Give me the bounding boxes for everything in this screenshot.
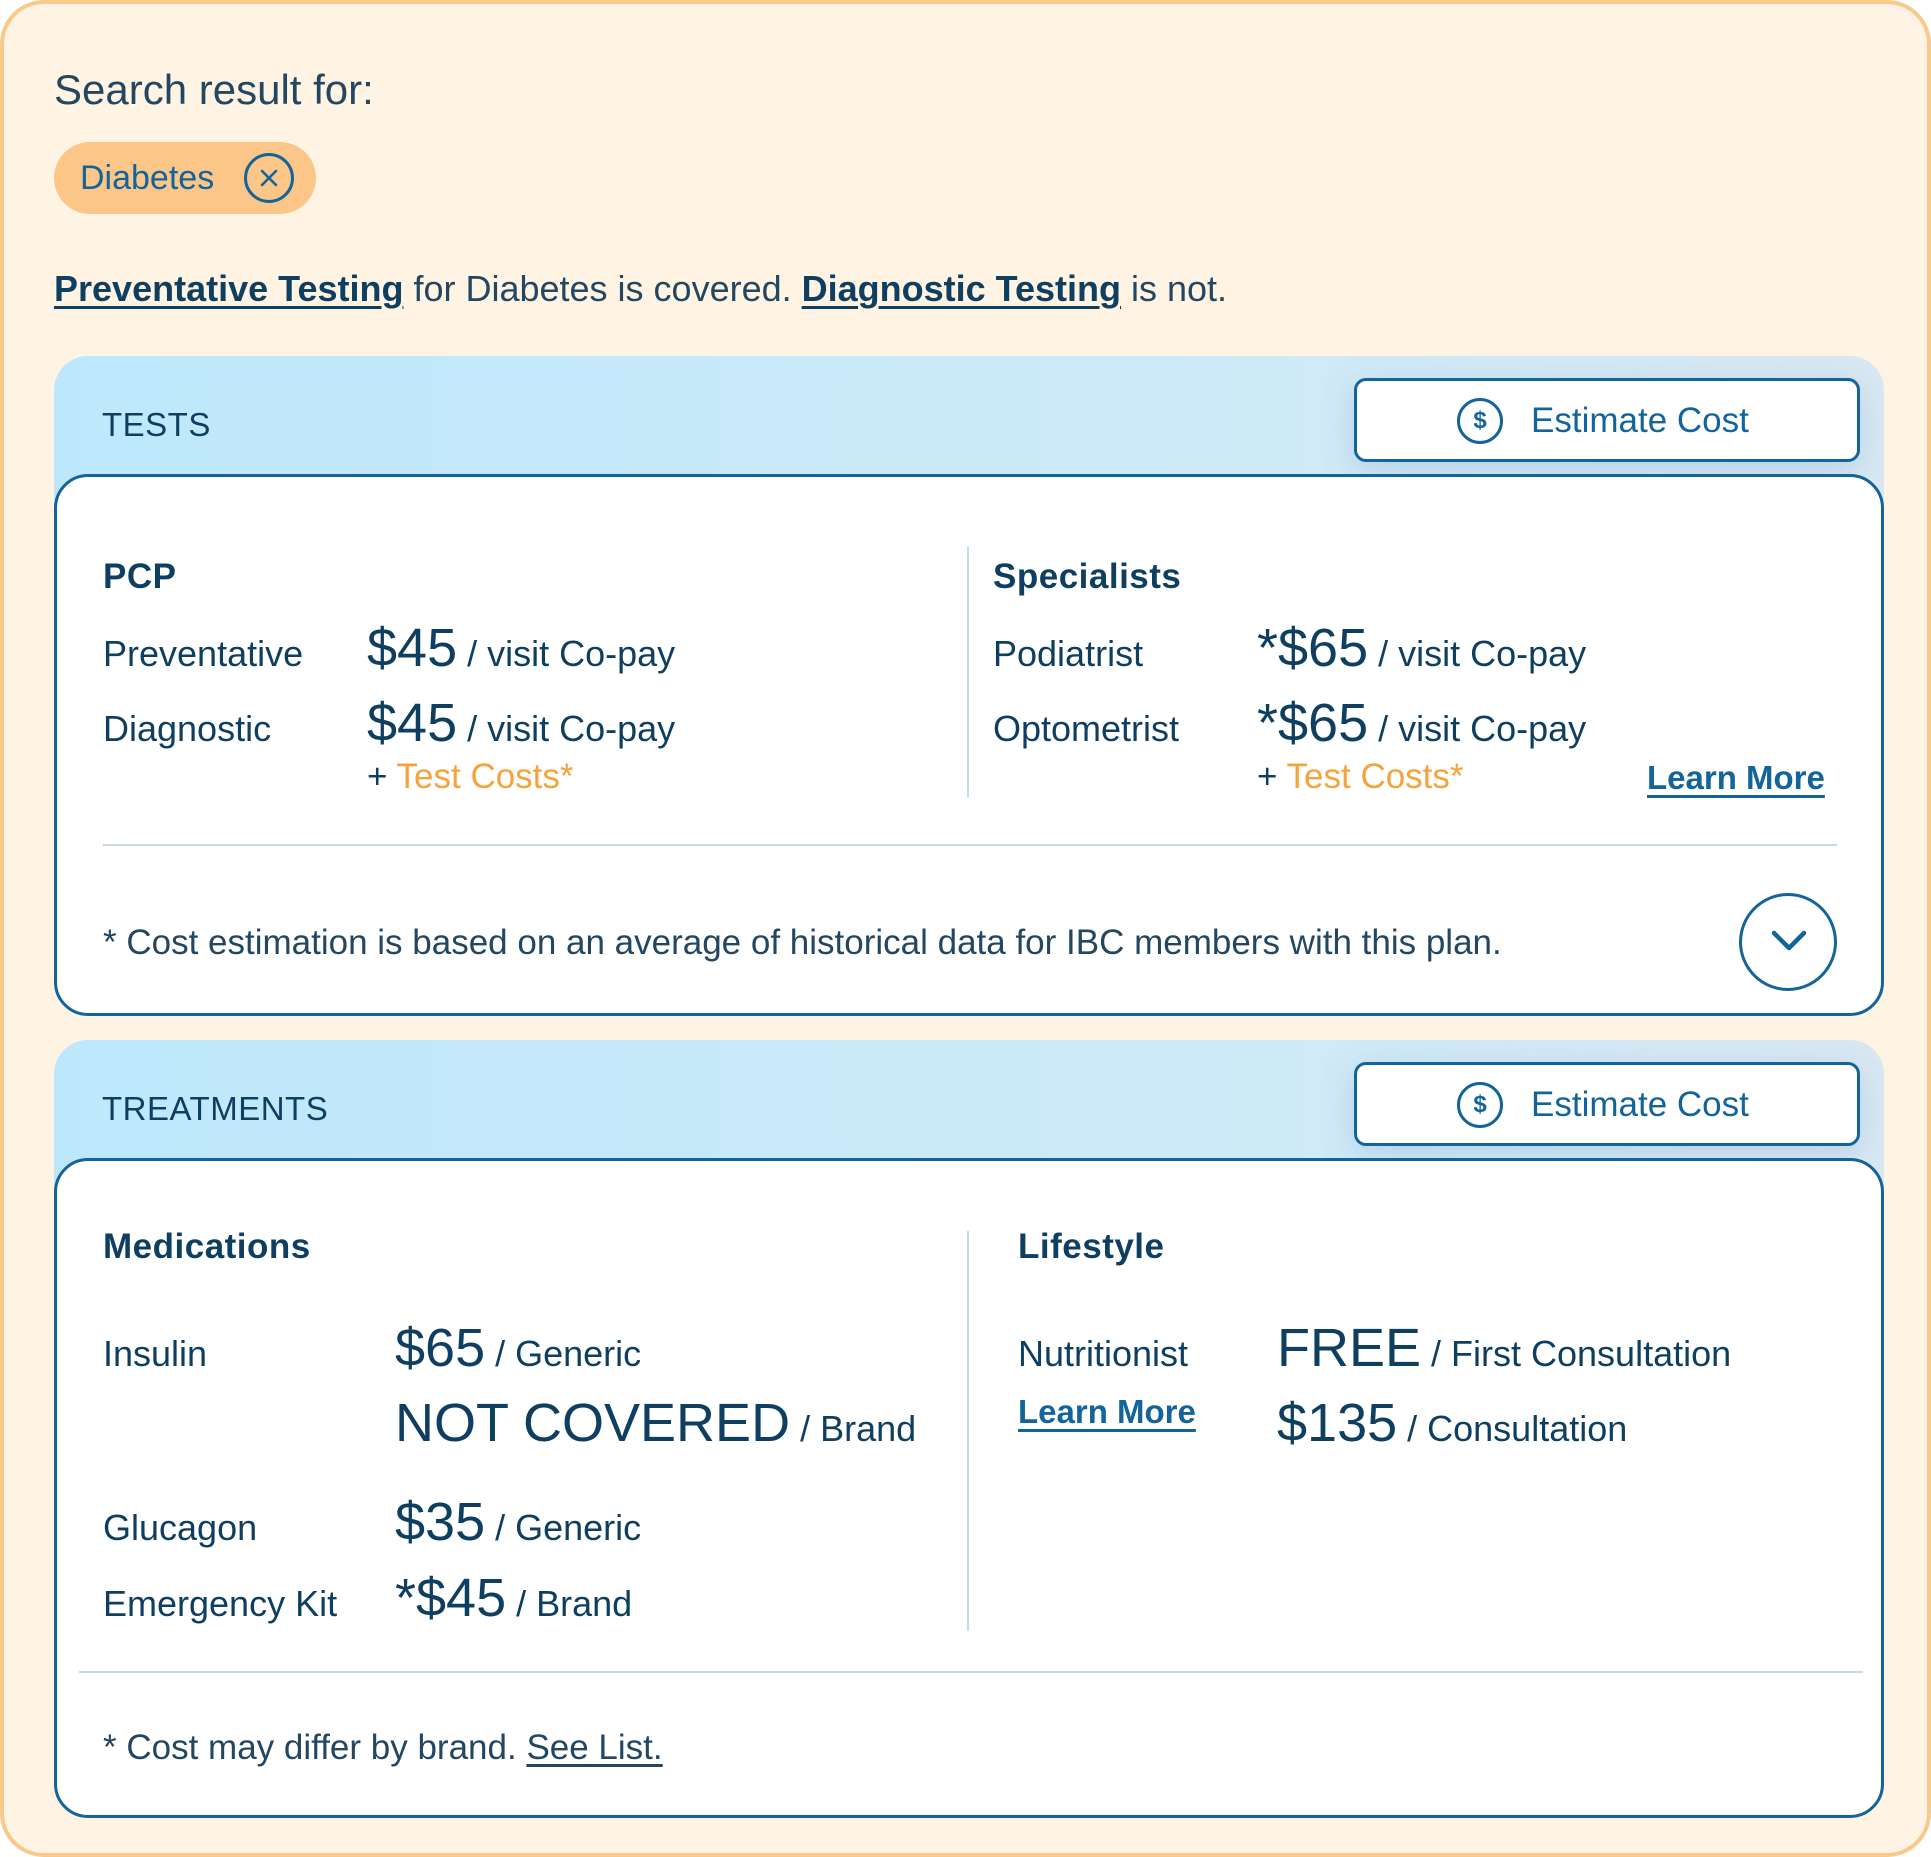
specialists-title: Specialists (993, 557, 1182, 596)
expand-button[interactable] (1739, 893, 1837, 991)
specialist-test-costs: + Test Costs* (1257, 757, 1464, 797)
price-amount: $65 (395, 1318, 486, 1378)
column-divider (967, 1231, 969, 1631)
tests-card: PCP Preventative $45/ visit Co-pay Diagn… (54, 474, 1884, 1016)
price-unit: / Generic (495, 1507, 642, 1548)
price-amount: *$65 (1257, 693, 1369, 753)
specialists-learn-more-link[interactable]: Learn More (1647, 759, 1825, 796)
price-amount: $35 (395, 1492, 486, 1552)
specialist-row-label: Optometrist (993, 708, 1180, 749)
price-unit: / visit Co-pay (467, 633, 676, 674)
price-amount: NOT COVERED (395, 1393, 791, 1453)
estimate-cost-label: Estimate Cost (1531, 1085, 1749, 1124)
treatments-title: TREATMENTS (102, 1090, 329, 1127)
coverage-summary: Preventative Testing for Diabetes is cov… (54, 268, 1227, 310)
treatments-estimate-cost-button[interactable]: $ Estimate Cost (1354, 1062, 1860, 1146)
price-amount: *$45 (395, 1568, 507, 1628)
price-unit: / Consultation (1407, 1408, 1628, 1449)
footnote-text: * Cost may differ by brand. (103, 1728, 527, 1767)
nutritionist-consult-price: $135/ Consultation (1277, 1392, 1627, 1454)
coverage-text-1: for Diabetes is covered. (403, 268, 802, 309)
podiatrist-price: *$65/ visit Co-pay (1257, 617, 1586, 679)
test-costs-text: Test Costs* (396, 757, 574, 796)
dollar-circle-icon: $ (1457, 398, 1503, 444)
search-chip-diabetes: Diabetes (54, 142, 316, 214)
glucagon-label: Glucagon (103, 1507, 258, 1548)
coverage-text-2: is not. (1121, 268, 1228, 309)
dollar-circle-icon: $ (1457, 1082, 1503, 1128)
emergency-kit-price: *$45/ Brand (395, 1567, 632, 1629)
diagnostic-testing-link[interactable]: Diagnostic Testing (801, 268, 1121, 309)
insulin-brand-price: NOT COVERED / Brand (395, 1392, 916, 1454)
close-icon[interactable] (244, 153, 294, 203)
estimate-cost-label: Estimate Cost (1531, 401, 1749, 440)
plus-prefix: + (1257, 757, 1287, 796)
nutritionist-first-price: FREE / First Consultation (1277, 1317, 1731, 1379)
price-amount: $45 (367, 618, 458, 678)
column-divider (967, 547, 969, 797)
pcp-row-label: Diagnostic (103, 708, 272, 749)
emergency-kit-label: Emergency Kit (103, 1583, 338, 1624)
pcp-row-label: Preventative (103, 633, 304, 674)
medications-title: Medications (103, 1227, 311, 1266)
tests-section: TESTS $ Estimate Cost PCP Preventative $… (54, 356, 1884, 1016)
test-costs-text: Test Costs* (1286, 757, 1464, 796)
specialist-row-label: Podiatrist (993, 633, 1144, 674)
pcp-preventative-price: $45/ visit Co-pay (367, 617, 675, 679)
glucagon-price: $35/ Generic (395, 1491, 641, 1553)
cost-estimation-footnote: * Cost estimation is based on an average… (103, 923, 1502, 962)
price-unit: / Generic (495, 1333, 642, 1374)
lifestyle-title: Lifestyle (1018, 1227, 1165, 1266)
preventative-testing-link[interactable]: Preventative Testing (54, 268, 404, 309)
brand-cost-footnote: * Cost may differ by brand. See List. (103, 1728, 663, 1768)
section-divider (79, 1671, 1863, 1673)
tests-estimate-cost-button[interactable]: $ Estimate Cost (1354, 378, 1860, 462)
tests-title: TESTS (102, 406, 211, 443)
price-unit: / Brand (516, 1583, 633, 1624)
plus-prefix: + (367, 757, 397, 796)
search-chip-label: Diabetes (80, 159, 215, 197)
search-result-heading: Search result for: (54, 66, 374, 113)
see-list-link[interactable]: See List. (526, 1728, 663, 1767)
treatments-card: Medications Insulin $65/ Generic NOT COV… (54, 1158, 1884, 1818)
price-unit: / visit Co-pay (1378, 633, 1587, 674)
price-unit: / Brand (800, 1408, 917, 1449)
optometrist-price: *$65/ visit Co-pay (1257, 692, 1586, 754)
price-unit: / First Consultation (1431, 1333, 1732, 1374)
pcp-title: PCP (103, 557, 177, 596)
price-amount: FREE (1277, 1318, 1422, 1378)
price-unit: / visit Co-pay (467, 708, 676, 749)
chevron-down-icon (1771, 930, 1807, 951)
section-divider (103, 844, 1837, 846)
pcp-test-costs: + Test Costs* (367, 757, 574, 797)
nutritionist-label: Nutritionist (1018, 1333, 1189, 1374)
lifestyle-learn-more-link[interactable]: Learn More (1018, 1393, 1196, 1430)
price-amount: *$65 (1257, 618, 1369, 678)
insulin-generic-price: $65/ Generic (395, 1317, 641, 1379)
price-amount: $135 (1277, 1393, 1398, 1453)
insulin-label: Insulin (103, 1333, 208, 1374)
pcp-diagnostic-price: $45/ visit Co-pay (367, 692, 675, 754)
treatments-section: TREATMENTS $ Estimate Cost Medications I… (54, 1040, 1884, 1818)
price-unit: / visit Co-pay (1378, 708, 1587, 749)
price-amount: $45 (367, 693, 458, 753)
